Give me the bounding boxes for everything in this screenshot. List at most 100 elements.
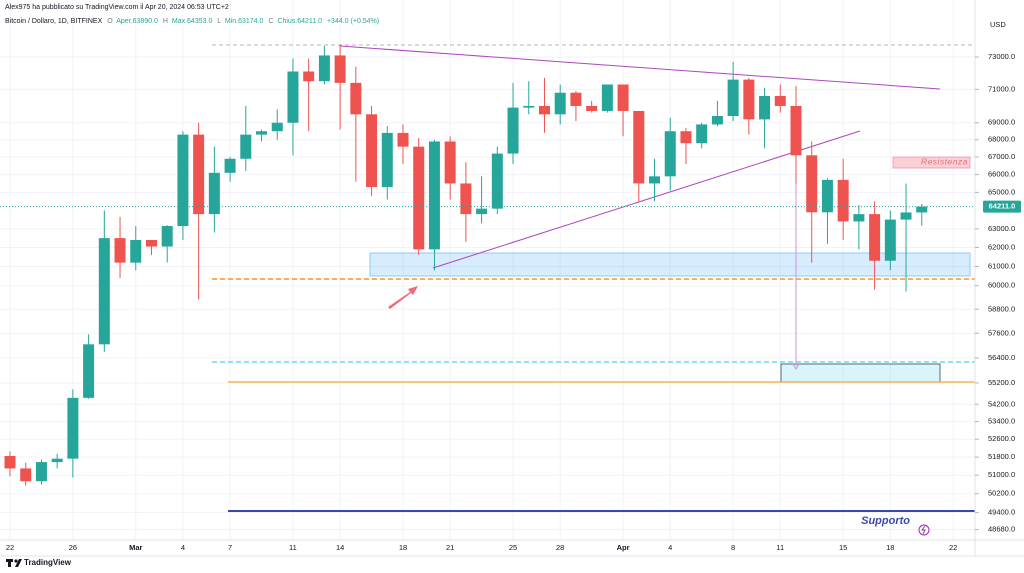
legend-change: +344.0 (+0.54%) [327, 18, 379, 25]
y-tick-label: 61000.0 [988, 261, 1015, 270]
candle-body [570, 92, 582, 106]
candle-body [601, 84, 613, 111]
candle-body [916, 206, 928, 213]
footer-brand: TradingView [24, 558, 72, 567]
candle-body [853, 214, 865, 222]
event-icon-bolt [921, 525, 926, 535]
candle-body [696, 124, 708, 144]
candle-body [177, 134, 189, 227]
y-tick-label: 50200.0 [988, 489, 1015, 498]
x-tick-label: 28 [556, 543, 564, 552]
trend-line [339, 45, 941, 90]
candle-body [790, 105, 802, 156]
legend-key: H [163, 18, 168, 25]
x-tick-label: Mar [129, 543, 142, 552]
candle-body [334, 55, 346, 83]
x-tick-label: 11 [776, 543, 784, 552]
y-tick-label: 66000.0 [988, 170, 1015, 179]
candle-body [161, 226, 173, 247]
x-tick-label: 11 [289, 543, 297, 552]
candle-body [538, 105, 550, 115]
y-tick-label: 53400.0 [988, 417, 1015, 426]
candle-body [900, 212, 912, 220]
legend-key: C [268, 18, 273, 25]
x-tick-label: 21 [446, 543, 454, 552]
event-icon[interactable] [918, 524, 930, 536]
candle-body [4, 455, 16, 469]
candle-body [491, 153, 503, 209]
legend-value: Chius.64211.0 [277, 18, 322, 25]
candle-body [145, 239, 157, 247]
x-tick-label: 15 [839, 543, 847, 552]
y-tick-label: 63000.0 [988, 224, 1015, 233]
candle-body [633, 110, 645, 184]
x-tick-label: 4 [668, 543, 672, 552]
candle-body [303, 71, 315, 82]
candles [0, 44, 975, 486]
candle-body [51, 458, 63, 463]
last-price-box [983, 200, 1021, 213]
target-box [780, 363, 941, 383]
y-tick-label: 69000.0 [988, 118, 1015, 127]
candle-body [67, 397, 79, 459]
last-price-label: 64211.0 [989, 202, 1016, 211]
y-tick-label: 58800.0 [988, 304, 1015, 313]
legend-value: Aper.63890.0 [116, 18, 158, 25]
x-tick-label: 4 [181, 543, 185, 552]
candle-body [444, 141, 456, 184]
candle-body [476, 208, 488, 215]
x-tick-label: 25 [509, 543, 517, 552]
x-tick-label: 7 [228, 543, 232, 552]
candle-body [759, 96, 771, 120]
y-tick-label: 68000.0 [988, 135, 1015, 144]
annotation: Resistenza [921, 156, 968, 166]
y-tick-label: 48680.0 [988, 525, 1015, 534]
candle-body [523, 105, 535, 108]
candle-body [130, 239, 142, 263]
candle-body [114, 238, 126, 263]
arrow-head [792, 363, 800, 370]
y-tick-label: 49400.0 [988, 507, 1015, 516]
y-tick-label: 54200.0 [988, 399, 1015, 408]
publish-info: Alex975 ha pubblicato su TradingView.com… [5, 4, 229, 11]
x-tick-label: 22 [6, 543, 14, 552]
candle-body [711, 115, 723, 125]
x-tick-label: 14 [336, 543, 344, 552]
candle-body [869, 214, 881, 261]
legend-value: Max.64353.0 [172, 18, 213, 25]
y-tick-label: 55200.0 [988, 378, 1015, 387]
candle-body [287, 71, 299, 123]
candle-body [271, 122, 283, 132]
candle-body [381, 132, 393, 188]
candle-body [35, 462, 47, 482]
legend-value: Min.63174.0 [225, 18, 264, 25]
legend-key: O [107, 18, 113, 25]
candle-body [460, 183, 472, 215]
candle-body [193, 134, 205, 215]
x-tick-label: Apr [617, 543, 630, 552]
candle-body [366, 114, 378, 188]
candle-body [806, 155, 818, 213]
y-tick-label: 65000.0 [988, 187, 1015, 196]
candle-body [428, 141, 440, 250]
zone-box [369, 252, 971, 277]
y-tick-label: 56400.0 [988, 353, 1015, 362]
candle-body [318, 55, 330, 82]
x-tick-label: 22 [949, 543, 957, 552]
annotation: Supporto [861, 515, 910, 527]
candle-body [507, 107, 519, 154]
candle-body [727, 79, 739, 116]
tv-logo [6, 559, 22, 567]
candle-body [617, 84, 629, 111]
symbol-legend: Bitcoin / Dollaro, 1D, BITFINEX O Aper.6… [5, 18, 379, 25]
candle-body [554, 92, 566, 115]
currency-label: USD [990, 20, 1006, 29]
candle-body [664, 131, 676, 177]
x-tick-label: 18 [399, 543, 407, 552]
candle-body [774, 96, 786, 106]
arrow [388, 286, 418, 309]
x-tick-label: 18 [886, 543, 894, 552]
symbol: Bitcoin / Dollaro, 1D, BITFINEX [5, 18, 103, 25]
x-tick-label: 8 [731, 543, 735, 552]
